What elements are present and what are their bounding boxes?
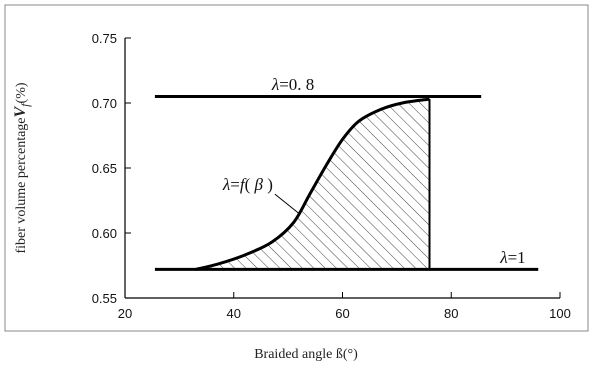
x-tick-label: 100: [549, 306, 571, 321]
y-axis-title-subscript: f: [18, 102, 32, 107]
label-lambda-function: λ=f( β ): [222, 175, 273, 194]
label-lambda-0-8: λ=0. 8: [271, 75, 314, 94]
y-axis-title-prefix: fiber volume percentage: [14, 117, 29, 253]
axes-layer: 20 40 60 80 100 0.55 0.60 0.65 0.70 0.75: [92, 31, 571, 321]
lambda-function-curve: [195, 97, 430, 271]
y-axis-title: fiber volume percentageVf(%): [12, 82, 32, 253]
series-layer: [154, 95, 539, 271]
y-axis-title-unit: (%): [14, 82, 29, 103]
x-tick-label: 60: [335, 306, 349, 321]
x-tick-label: 20: [118, 306, 132, 321]
y-tick-label: 0.70: [92, 96, 117, 111]
y-axis-title-symbol: V: [12, 105, 29, 117]
y-tick-label: 0.75: [92, 31, 117, 46]
x-tick-label: 80: [444, 306, 458, 321]
hatched-area: [195, 99, 430, 270]
chart-frame: [4, 4, 589, 332]
y-tick-label: 0.55: [92, 291, 117, 306]
y-tick-label: 0.65: [92, 161, 117, 176]
x-tick-label: 40: [227, 306, 241, 321]
annotation-layer: λ=0. 8 λ=1 λ=f( β ): [222, 75, 526, 267]
hatched-area-layer: [195, 99, 430, 270]
x-axis-title: Braided angle ß(°): [254, 347, 358, 362]
label-lambda-1: λ=1: [499, 248, 525, 267]
y-tick-label: 0.60: [92, 226, 117, 241]
annotation-leader-line: [274, 193, 300, 214]
